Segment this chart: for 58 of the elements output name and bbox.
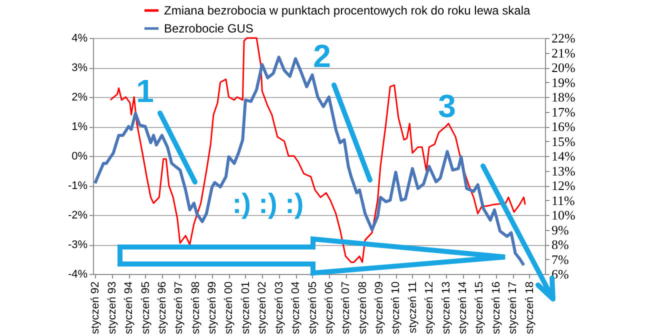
x-tick-label: styczeń 15 xyxy=(474,282,486,334)
x-tick-label: styczeń 17 xyxy=(507,282,520,334)
y-tick-label: 2% xyxy=(72,92,88,104)
legend-label: Zmiana bezrobocia w punktach procentowych rok do roku lewa skala xyxy=(164,4,531,18)
x-tick-label: styczeń 12 xyxy=(424,282,436,334)
y2-tick-label: 18% xyxy=(552,90,576,104)
x-tick-label: styczeń 03 xyxy=(273,282,286,334)
annotation: :) :) :) xyxy=(232,188,304,219)
x-tick-label: styczeń 93 xyxy=(106,282,118,334)
y2-tick-label: 22% xyxy=(552,30,576,46)
annotation: 3 xyxy=(438,88,456,124)
y-tick-label: 3% xyxy=(72,62,88,74)
y2-tick-label: 14% xyxy=(552,148,576,164)
y2-tick-label: 8% xyxy=(552,237,569,252)
annotation: 2 xyxy=(313,38,331,74)
y-tick-label: 1% xyxy=(72,121,88,133)
x-tick-label: styczeń 97 xyxy=(173,282,186,334)
y-tick-label: 0% xyxy=(72,150,88,162)
x-tick-label: styczeń 09 xyxy=(374,282,386,334)
x-tick-label: styczeń 08 xyxy=(356,282,369,334)
x-tick-label: styczeń 14 xyxy=(457,282,470,334)
legend-label: Bezrobocie GUS xyxy=(164,22,254,36)
y2-tick-label: 16% xyxy=(552,119,576,134)
x-tick-label: styczeń 05 xyxy=(306,282,319,334)
x-tick-label: styczeń 94 xyxy=(123,282,136,334)
x-tick-label: styczeń 98 xyxy=(190,282,202,334)
y-tick-label: -1% xyxy=(68,180,88,192)
x-tick-label: styczeń 11 xyxy=(406,282,419,334)
x-tick-label: styczeń 16 xyxy=(490,282,502,334)
y2-tick-label: 13% xyxy=(552,163,576,178)
y2-tick-label: 20% xyxy=(552,60,576,75)
x-tick-label: styczeń 10 xyxy=(390,282,402,334)
y2-tick-label: 19% xyxy=(552,74,576,90)
x-tick-label: styczeń 00 xyxy=(223,282,236,334)
x-tick-label: styczeń 99 xyxy=(206,282,219,334)
y2-tick-label: 15% xyxy=(552,134,576,149)
y2-tick-label: 21% xyxy=(552,45,576,60)
x-tick-label: styczeń 04 xyxy=(290,282,302,334)
y2-tick-label: 12% xyxy=(552,178,576,193)
x-tick-label: styczeń 06 xyxy=(323,282,336,334)
y-tick-label: -2% xyxy=(68,210,88,222)
x-tick-label: styczeń 13 xyxy=(440,282,452,334)
y2-tick-label: 11% xyxy=(552,192,576,208)
x-tick-label: styczeń 07 xyxy=(340,282,352,334)
y2-tick-label: 10% xyxy=(552,208,576,222)
y-tick-label: -4% xyxy=(68,268,88,280)
y-tick-label: -3% xyxy=(68,239,88,251)
x-tick-label: styczeń 02 xyxy=(256,282,269,334)
y2-tick-label: 9% xyxy=(552,222,569,238)
x-tick-label: styczeń 01 xyxy=(240,282,252,334)
y2-tick-label: 7% xyxy=(552,252,569,267)
y-tick-label: 4% xyxy=(72,32,88,44)
x-tick-label: styczeń 18 xyxy=(524,282,536,334)
y2-tick-label: 17% xyxy=(552,104,576,120)
x-tick-label: styczeń 95 xyxy=(140,282,152,334)
x-tick-label: styczeń 92 xyxy=(90,282,102,334)
x-tick-label: styczeń 96 xyxy=(156,282,168,334)
annotation: 1 xyxy=(136,73,154,109)
